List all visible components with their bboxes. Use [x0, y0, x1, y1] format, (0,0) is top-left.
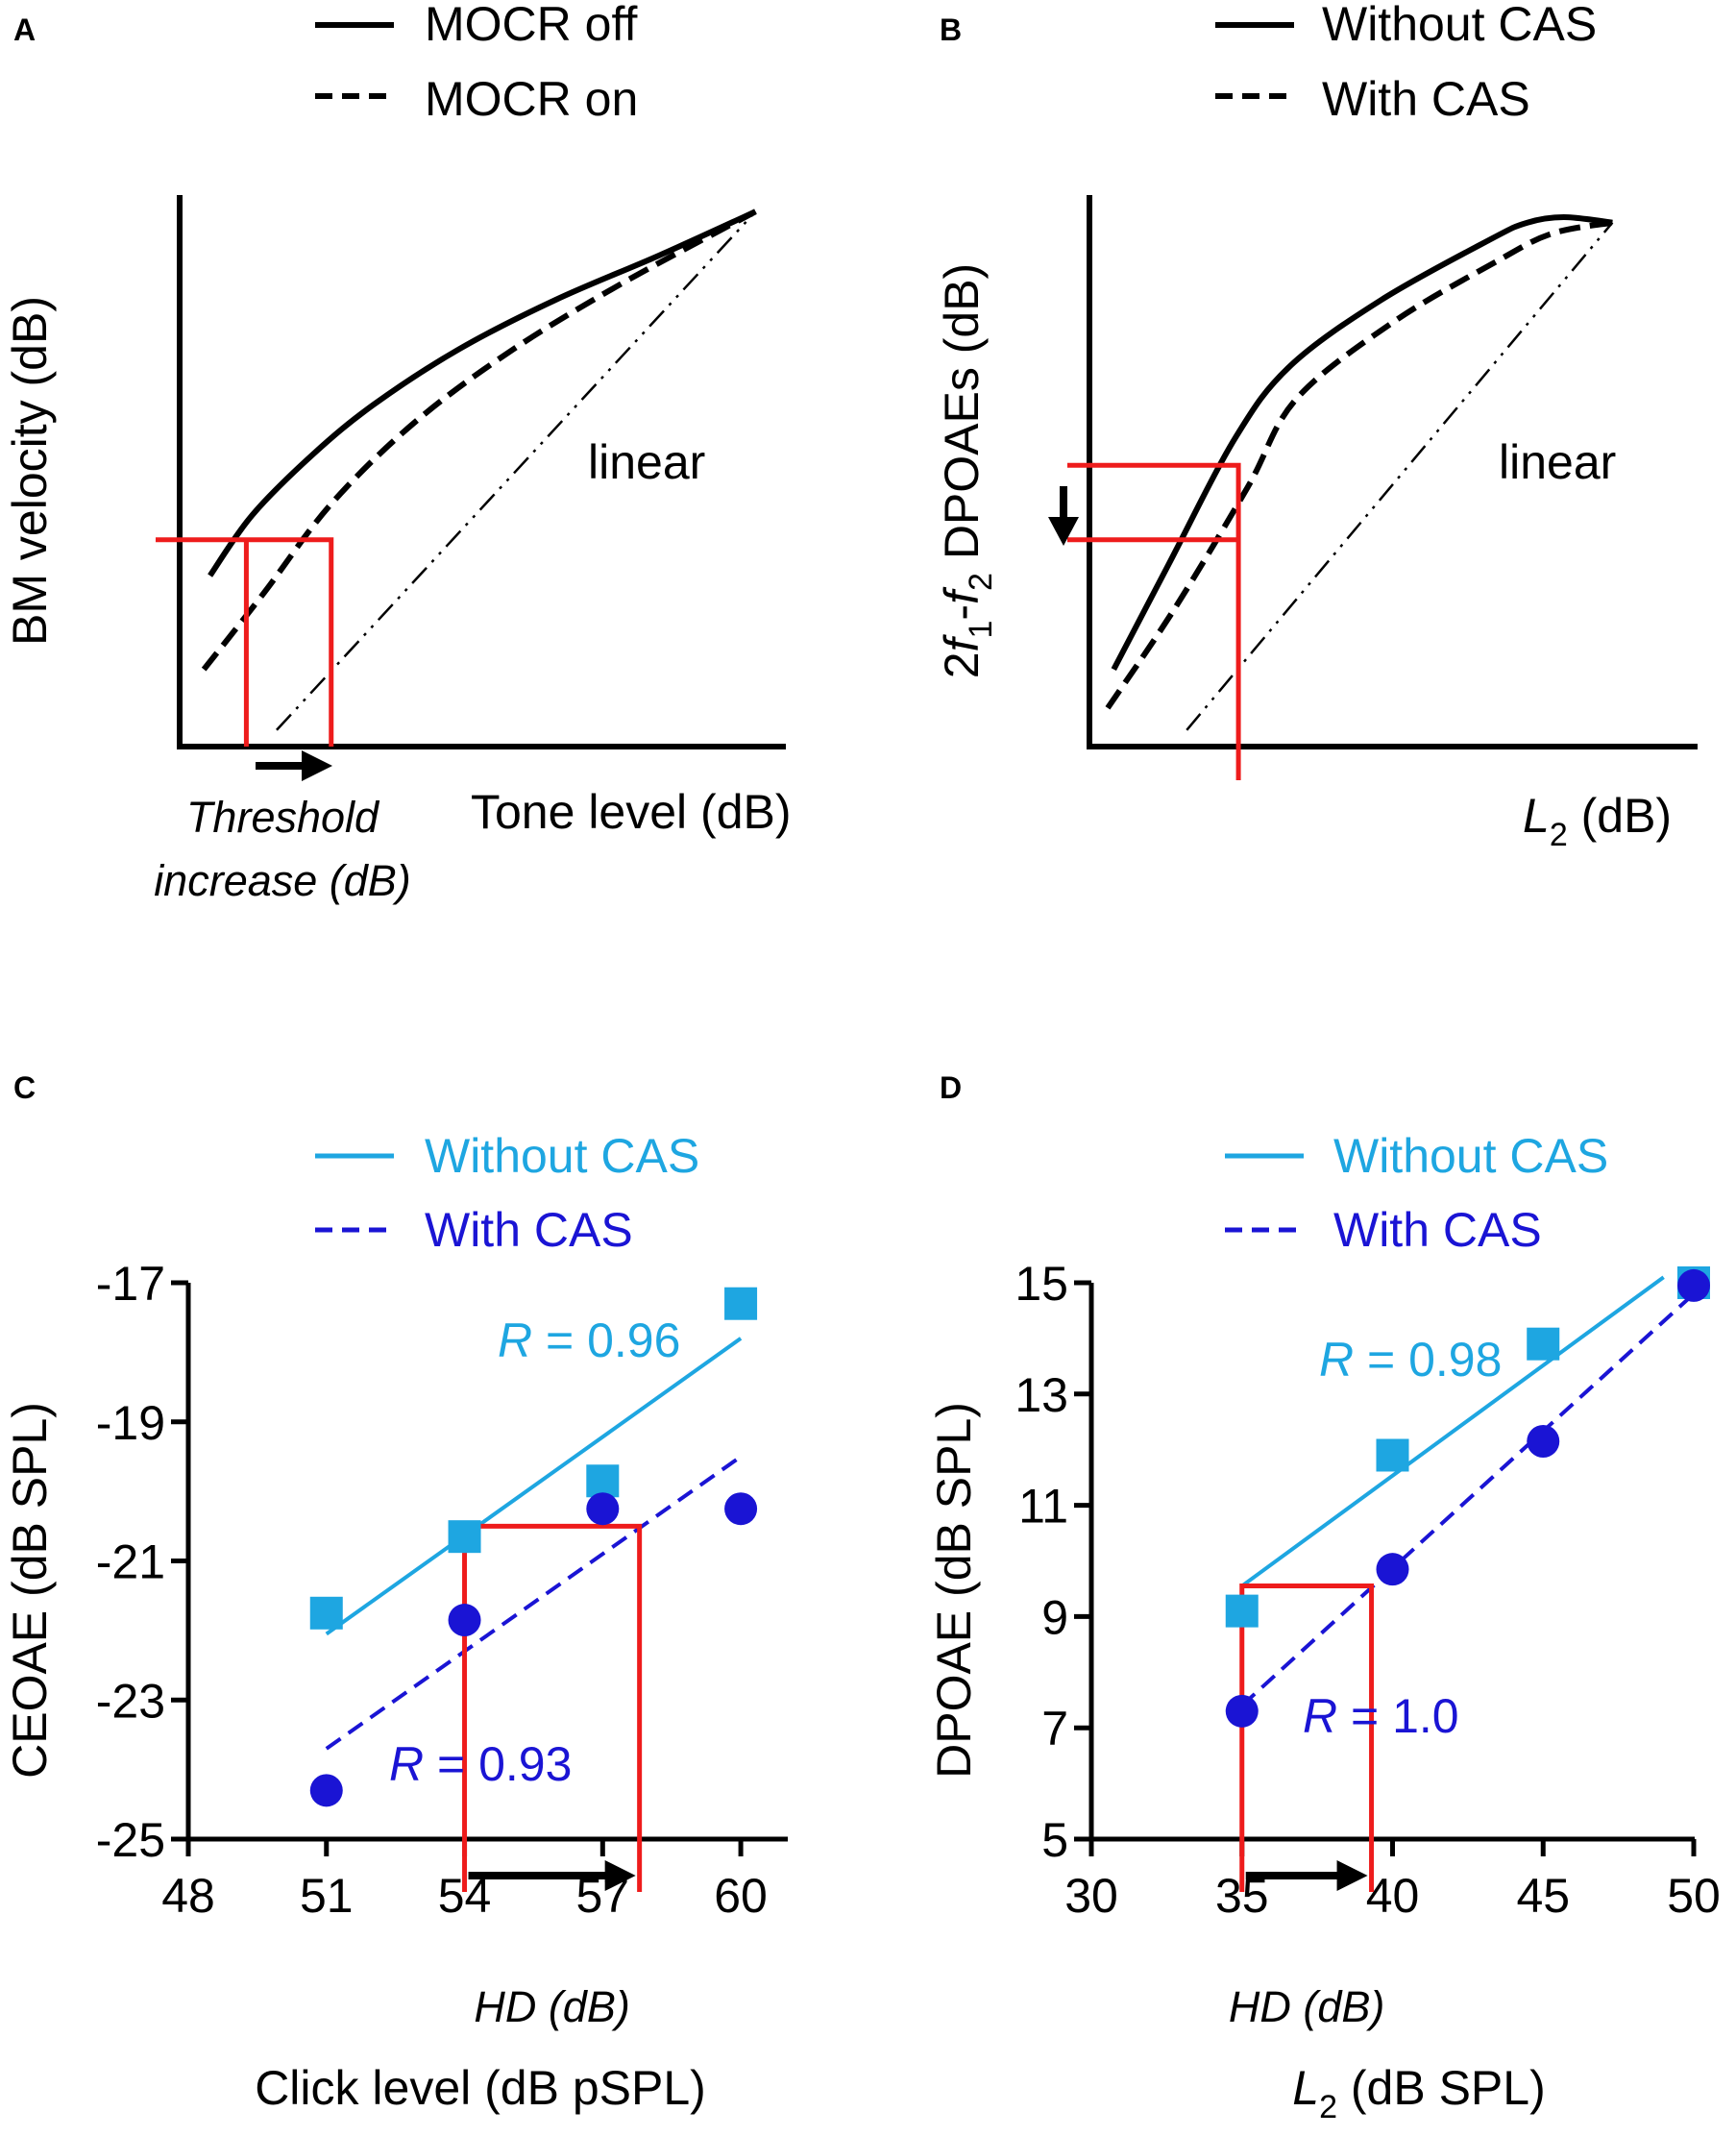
- panel-c-x-axis-title: Click level (dB pSPL): [255, 2061, 706, 2115]
- panel-d-y-tick-label: 15: [1015, 1257, 1068, 1311]
- panel-d-fit-without-cas: [1240, 1275, 1665, 1588]
- panel-d-x-axis-title: L2 (dB SPL): [1292, 2061, 1545, 2125]
- panel-a-threshold-label-1: Threshold: [186, 793, 380, 842]
- panel-d-hd-box: [1239, 1584, 1375, 1892]
- legend-b-without-cas: Without CAS: [1322, 0, 1597, 51]
- legend-d-with-cas: With CAS: [1333, 1203, 1542, 1257]
- panel-c-point-with-cas: [309, 1774, 343, 1807]
- panel-a-mocr-on-curve: [201, 209, 757, 672]
- panel-b-down-arrowhead: [1048, 517, 1079, 546]
- panel-d-point-with-cas: [1376, 1553, 1409, 1586]
- panel-d-y-tick-label: 13: [1015, 1368, 1068, 1422]
- panel-c-point-without-cas: [586, 1464, 620, 1498]
- panel-d-x-tick-label: 50: [1667, 1869, 1721, 1923]
- panel-d-fit-with-cas: [1240, 1292, 1696, 1707]
- panel-c-y-tick-label: -25: [96, 1813, 165, 1867]
- panel-c-fit-without-cas: [325, 1337, 743, 1636]
- panel-d-point-without-cas: [1225, 1594, 1259, 1628]
- panel-d-y-tick-label: 11: [1018, 1480, 1068, 1534]
- panel-a-threshold-arrowhead: [302, 750, 332, 781]
- panel-a-y-axis-title: BM velocity (dB): [3, 296, 57, 646]
- panel-c-r-with: R = 0.93: [389, 1737, 572, 1791]
- panel-b-without-cas-curve: [1111, 213, 1613, 671]
- panel-c-x-tick-label: 60: [714, 1869, 768, 1923]
- panel-d-y-tick-label: 9: [1041, 1590, 1068, 1644]
- panel-a-threshold-label-2: increase (dB): [154, 856, 411, 905]
- panel-d-plot: [1225, 1266, 1710, 1892]
- panel-d-point-with-cas: [1225, 1694, 1259, 1728]
- panel-a-x-axis-title: Tone level (dB): [471, 785, 792, 839]
- panel-d-point-with-cas: [1677, 1268, 1710, 1302]
- panel-b-x-axis-title: L2 (dB): [1523, 789, 1672, 853]
- panel-c-hd-arrowhead: [604, 1860, 636, 1891]
- legend-c-with-cas: With CAS: [425, 1203, 633, 1257]
- panel-a: A MOCR off MOCR on linear Tone level (dB…: [3, 0, 792, 905]
- legend-c-without-cas: Without CAS: [425, 1129, 699, 1183]
- panel-c-point-with-cas: [586, 1492, 620, 1526]
- panel-c-plot: [309, 1287, 758, 1892]
- panel-c-label: C: [13, 1070, 36, 1105]
- panel-b-with-cas-curve: [1105, 219, 1613, 710]
- panel-d-hd-arrowhead: [1336, 1860, 1368, 1891]
- legend-a-mocr-off: MOCR off: [425, 0, 637, 51]
- panel-c-hd-label: HD (dB): [474, 1982, 630, 2031]
- panel-c-y-tick-label: -23: [96, 1674, 165, 1728]
- panel-c-y-tick-label: -17: [96, 1257, 165, 1311]
- panel-d-x-tick-label: 45: [1516, 1869, 1570, 1923]
- panel-a-linear-line: [276, 210, 757, 731]
- panel-c-y-tick-label: -21: [96, 1535, 165, 1589]
- panel-b-linear-label: linear: [1499, 435, 1616, 489]
- panel-a-linear-label: linear: [588, 435, 705, 489]
- panel-c-x-tick-label: 51: [300, 1869, 354, 1923]
- panel-d-r-without: R = 0.98: [1319, 1333, 1502, 1387]
- panel-d-label: D: [940, 1070, 962, 1105]
- panel-c-point-without-cas: [724, 1287, 758, 1320]
- panel-a-threshold-box: [156, 537, 334, 747]
- panel-b-label: B: [940, 12, 962, 47]
- panel-d-r-with: R = 1.0: [1303, 1689, 1459, 1743]
- panel-d-y-tick-label: 7: [1041, 1702, 1068, 1755]
- panel-c-y-tick-label: -19: [96, 1396, 165, 1450]
- panel-d-x-tick-label: 40: [1366, 1869, 1420, 1923]
- panel-c-hd-box: [462, 1523, 643, 1892]
- panel-c-point-without-cas: [309, 1596, 343, 1630]
- panel-b-shift-box: [1067, 462, 1241, 780]
- panel-c-y-axis-title: CEOAE (dB SPL): [3, 1402, 57, 1779]
- panel-d-x-tick-label: 30: [1064, 1869, 1118, 1923]
- panel-c-point-with-cas: [448, 1604, 481, 1637]
- panel-d-hd-label: HD (dB): [1229, 1982, 1385, 2031]
- panel-d-point-without-cas: [1527, 1327, 1560, 1361]
- legend-d-without-cas: Without CAS: [1333, 1129, 1608, 1183]
- panel-d-point-with-cas: [1527, 1425, 1560, 1459]
- panel-d-point-without-cas: [1376, 1438, 1409, 1472]
- panel-d-y-tick-label: 5: [1041, 1813, 1068, 1867]
- panel-c-r-without: R = 0.96: [498, 1314, 680, 1367]
- panel-c-x-tick-label: 48: [161, 1869, 215, 1923]
- panel-c-point-with-cas: [724, 1492, 758, 1526]
- panel-d-y-axis-title: DPOAE (dB SPL): [927, 1402, 981, 1779]
- panel-a-label: A: [13, 12, 36, 47]
- panel-b-linear-line: [1186, 221, 1614, 731]
- legend-b-with-cas: With CAS: [1322, 72, 1530, 126]
- legend-a-mocr-on: MOCR on: [425, 72, 638, 126]
- panel-c-fit-with-cas: [325, 1455, 743, 1751]
- panel-c: C Without CAS With CAS -25 -23 -21 -19 -17 48…: [3, 1070, 788, 2115]
- panel-c-point-without-cas: [448, 1520, 481, 1554]
- panel-a-mocr-off-curve: [208, 209, 757, 577]
- panel-b-y-axis-title: 2f1-f2 DPOAEs (dB): [935, 263, 999, 678]
- panel-b: B Without CAS With CAS linear L2 (dB) 2f…: [935, 0, 1698, 853]
